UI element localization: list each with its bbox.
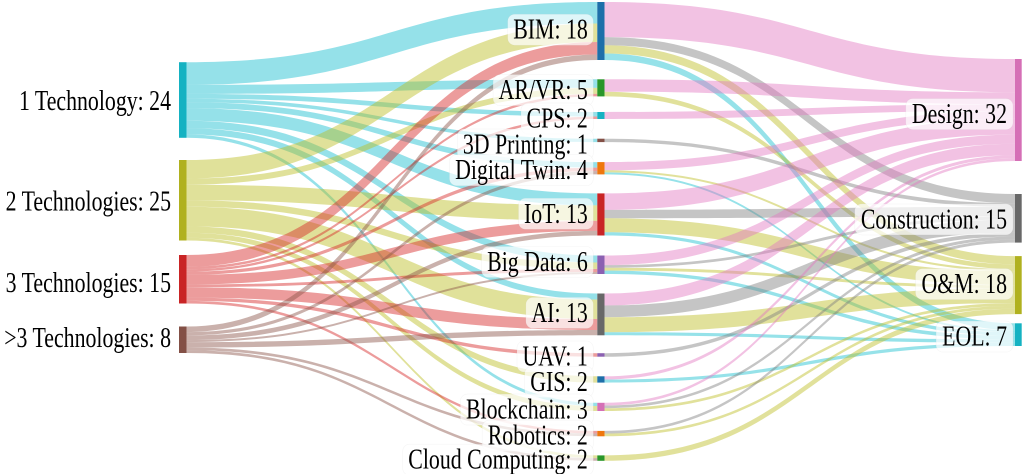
svg-text:Blockchain: 3: Blockchain: 3 xyxy=(466,395,588,425)
svg-text:3 Technologies: 15: 3 Technologies: 15 xyxy=(6,269,171,299)
svg-text:AI: 13: AI: 13 xyxy=(531,298,587,328)
svg-text:GIS: 2: GIS: 2 xyxy=(530,367,588,397)
svg-text:Robotics: 2: Robotics: 2 xyxy=(488,421,588,451)
svg-text:Big Data: 6: Big Data: 6 xyxy=(487,248,588,278)
svg-text:Digital Twin: 4: Digital Twin: 4 xyxy=(455,156,588,186)
svg-text:>3 Technologies: 8: >3 Technologies: 8 xyxy=(4,324,171,354)
svg-text:CPS: 2: CPS: 2 xyxy=(527,104,588,134)
svg-text:O&M: 18: O&M: 18 xyxy=(922,270,1007,300)
svg-text:IoT: 13: IoT: 13 xyxy=(524,199,588,229)
svg-text:2 Technologies: 25: 2 Technologies: 25 xyxy=(6,187,171,217)
svg-text:3D Printing: 1: 3D Printing: 1 xyxy=(463,130,588,160)
svg-text:Construction: 15: Construction: 15 xyxy=(861,205,1007,235)
svg-text:Design: 32: Design: 32 xyxy=(912,100,1007,130)
svg-text:BIM: 18: BIM: 18 xyxy=(513,15,588,45)
svg-text:EOL: 7: EOL: 7 xyxy=(942,322,1007,352)
svg-text:Cloud Computing: 2: Cloud Computing: 2 xyxy=(408,445,587,474)
svg-text:UAV: 1: UAV: 1 xyxy=(523,342,588,372)
svg-text:1 Technology: 24: 1 Technology: 24 xyxy=(19,87,171,117)
svg-text:AR/VR: 5: AR/VR: 5 xyxy=(499,76,588,106)
